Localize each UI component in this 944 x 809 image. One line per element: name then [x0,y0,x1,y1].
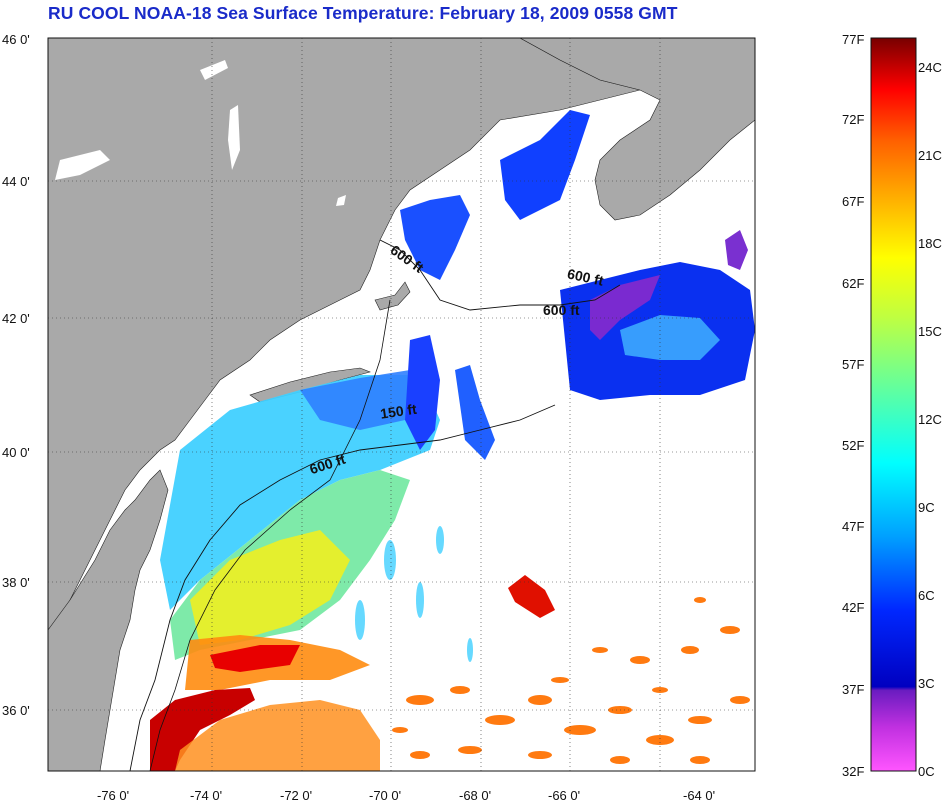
lat-label: 42 0' [2,311,30,326]
inland-lake [336,195,346,206]
sst-georges-blue [405,335,440,450]
sst-yellow-core [190,530,350,645]
contour-label: 150 ft [379,401,418,422]
colorbar [870,37,917,772]
colorbar-c-label: 24C [918,60,942,75]
colorbar-f-label: 42F [842,600,864,615]
sst-georges-blue-2 [455,365,495,460]
sst-gulf-stream-red [150,688,255,771]
colorbar-c-label: 12C [918,412,942,427]
sst-purple-ne [725,230,748,270]
lat-label: 36 0' [2,703,30,718]
colorbar-f-label: 77F [842,32,864,47]
lon-label: -76 0' [97,788,129,803]
colorbar-f-label: 57F [842,357,864,372]
sst-orange-south [175,700,380,771]
contour-600ft-gom [379,239,621,311]
land-mid-atlantic [48,469,169,771]
inland-lake [200,60,228,80]
sst-red-band [210,645,300,672]
sst-gom-blue-1 [500,110,590,220]
land-us-northeast [48,38,641,631]
colorbar-c-label: 15C [918,324,942,339]
colorbar-f-label: 67F [842,194,864,209]
sst-speckles-cyan [355,526,473,662]
contour-150ft [149,299,391,771]
contour-label: 600 ft [543,302,580,318]
inland-lake [228,105,240,170]
colorbar-c-label: 9C [918,500,935,515]
inland-lake [55,150,110,180]
plot-frame [47,37,756,772]
lon-label: -70 0' [369,788,401,803]
lon-label: -64 0' [683,788,715,803]
colorbar-f-label: 52F [842,438,864,453]
contour-600ft [129,404,556,771]
colorbar-c-label: 6C [918,588,935,603]
land-cape-cod [374,281,411,311]
lat-label: 44 0' [2,174,30,189]
sst-red-eddy [508,575,555,618]
sst-gom-purple [590,275,660,340]
contour-label: 600 ft [566,265,605,288]
lat-label: 38 0' [2,575,30,590]
lat-label: 46 0' [2,32,30,47]
colorbar-c-labels: 24C 21C 18C 15C 12C 9C 6C 3C 0C [918,60,942,779]
colorbar-c-label: 18C [918,236,942,251]
lat-label: 40 0' [2,445,30,460]
lon-label: -74 0' [190,788,222,803]
colorbar-f-labels: 77F 72F 67F 62F 57F 52F 47F 42F 37F 32F [842,32,864,779]
lon-label: -66 0' [548,788,580,803]
map-title: RU COOL NOAA-18 Sea Surface Temperature:… [48,3,678,23]
sst-gom-blue-2 [400,195,470,280]
sst-shelf-cyan [160,375,440,610]
colorbar-c-label: 0C [918,764,935,779]
colorbar-f-label: 62F [842,276,864,291]
colorbar-f-label: 72F [842,112,864,127]
longitude-labels: -76 0' -74 0' -72 0' -70 0' -68 0' -66 0… [97,788,715,803]
latitude-labels: 46 0' 44 0' 42 0' 40 0' 38 0' 36 0' [2,32,30,718]
colorbar-c-label: 21C [918,148,942,163]
sst-shelf-blue [300,370,420,430]
lon-label: -68 0' [459,788,491,803]
land-nova-scotia [519,38,755,221]
lon-label: -72 0' [280,788,312,803]
colorbar-f-label: 32F [842,764,864,779]
colorbar-f-label: 47F [842,519,864,534]
colorbar-c-label: 3C [918,676,935,691]
colorbar-f-label: 37F [842,682,864,697]
sst-gom-cyan-edge [620,315,720,360]
